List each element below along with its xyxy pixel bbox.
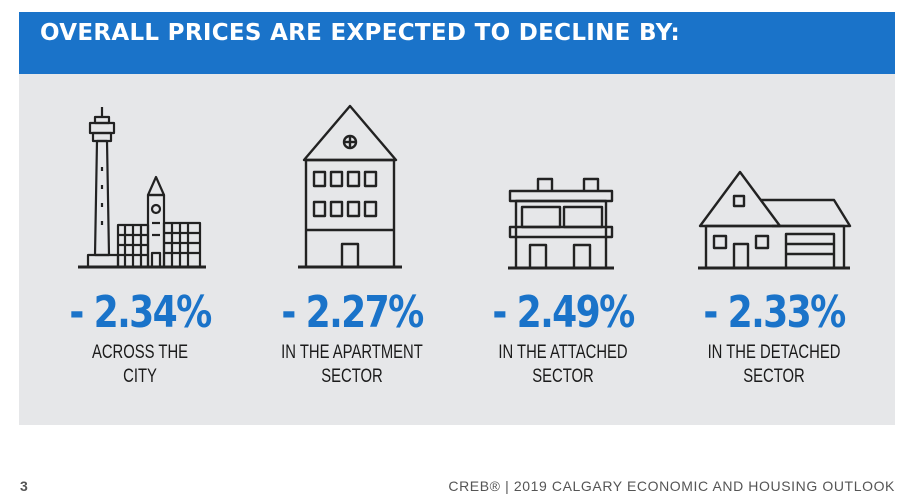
stat-city-value: - 2.34% (69, 287, 212, 338)
page-title: OVERALL PRICES ARE EXPECTED TO DECLINE B… (40, 20, 681, 46)
stat-apartment-value: - 2.27% (281, 287, 424, 338)
stat-detached-value: - 2.33% (703, 287, 846, 338)
attached-home-icon (508, 175, 616, 271)
footer-text: CREB® | 2019 CALGARY ECONOMIC AND HOUSIN… (448, 478, 895, 494)
stat-city-label: ACROSS THE CITY (91, 342, 189, 387)
stat-apartment-label: IN THE APARTMENT SECTOR (281, 342, 423, 387)
stat-detached-label: IN THE DETACHED SECTOR (707, 342, 841, 387)
apartment-building-icon (298, 104, 404, 270)
stat-attached-value: - 2.49% (492, 287, 635, 338)
city-skyline-icon (78, 105, 208, 270)
stat-attached-label: IN THE ATTACHED SECTOR (498, 342, 628, 387)
page-number: 3 (20, 478, 28, 494)
detached-house-icon (698, 168, 852, 272)
header-banner (19, 12, 895, 74)
